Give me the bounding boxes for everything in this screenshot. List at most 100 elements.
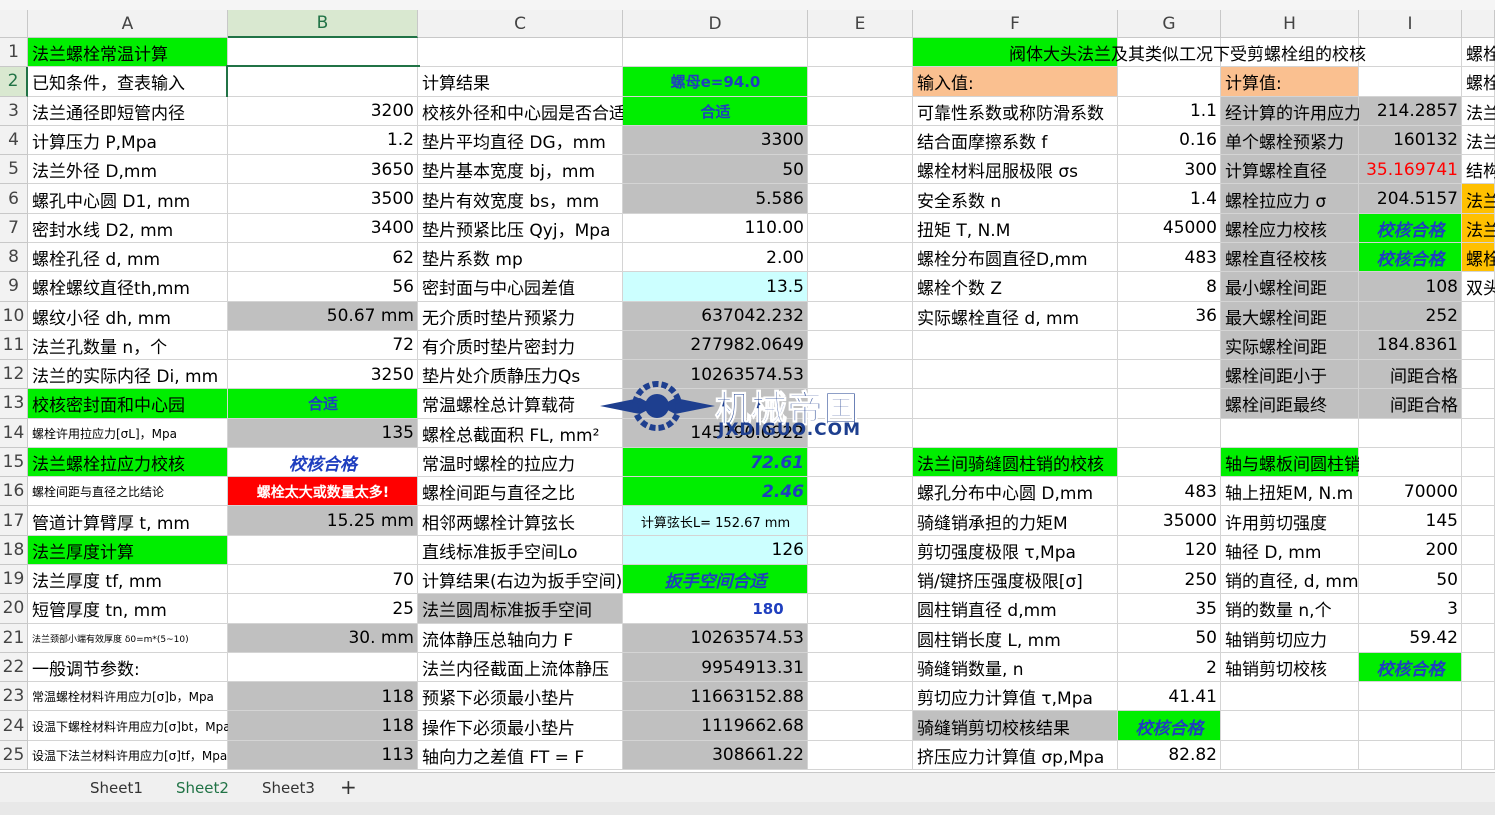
cell[interactable] [1359,330,1462,361]
cell[interactable] [1118,594,1221,624]
cell[interactable] [1462,623,1495,653]
cell[interactable] [418,535,623,566]
cell[interactable] [913,155,1118,185]
cell[interactable] [808,682,913,712]
cell[interactable] [1359,652,1462,683]
cell[interactable] [28,242,228,273]
cell[interactable] [913,301,1118,331]
cell[interactable] [418,330,623,361]
cell[interactable] [1221,38,1359,68]
cell[interactable] [418,623,623,653]
cell[interactable] [808,301,913,331]
cell[interactable] [1462,330,1495,361]
cell[interactable] [623,594,808,624]
cell[interactable] [1221,155,1359,185]
cell[interactable] [808,418,913,448]
cell[interactable] [1221,301,1359,331]
cell[interactable] [1118,565,1221,595]
cell[interactable] [808,38,913,68]
cell[interactable] [623,213,808,243]
cell[interactable] [28,652,228,683]
cell[interactable] [418,506,623,536]
cell[interactable] [808,740,913,770]
cell[interactable] [1221,330,1359,361]
cell[interactable] [623,477,808,507]
cell[interactable] [1359,155,1462,185]
cell[interactable] [1359,184,1462,214]
cell[interactable] [913,272,1118,302]
cell[interactable] [913,418,1118,448]
cell[interactable] [228,623,418,653]
cell[interactable] [808,565,913,595]
cell[interactable] [1118,242,1221,273]
cell[interactable] [1118,184,1221,214]
cell[interactable] [228,711,418,741]
cell[interactable] [1359,418,1462,448]
cell[interactable] [28,506,228,536]
cell[interactable] [1118,96,1221,126]
cell[interactable] [1359,301,1462,331]
cell[interactable] [1221,272,1359,302]
cell[interactable] [1359,360,1462,390]
cell[interactable] [1462,301,1495,331]
cell[interactable] [808,272,913,302]
cell[interactable] [228,682,418,712]
cell[interactable] [28,330,228,361]
cell[interactable] [1359,535,1462,566]
cell[interactable] [28,155,228,185]
cell[interactable] [623,67,808,97]
cell[interactable] [228,155,418,185]
cell[interactable] [1118,535,1221,566]
add-sheet-button[interactable]: + [340,775,357,799]
cell[interactable] [913,38,1118,68]
cell[interactable] [623,740,808,770]
cell[interactable] [28,711,228,741]
cell[interactable] [808,67,913,97]
cell[interactable] [28,565,228,595]
cell[interactable] [1359,447,1462,478]
cell[interactable] [228,535,418,566]
cell[interactable] [808,711,913,741]
cell[interactable] [28,360,228,390]
cell[interactable] [808,184,913,214]
cell[interactable] [228,301,418,331]
cell[interactable] [228,418,418,448]
cell[interactable] [913,447,1118,478]
cell[interactable] [623,242,808,273]
cell[interactable] [228,740,418,770]
cell[interactable] [1118,389,1221,419]
cell[interactable] [418,38,623,68]
cell[interactable] [1118,125,1221,156]
cell[interactable] [1359,506,1462,536]
cell[interactable] [913,125,1118,156]
cell[interactable] [808,389,913,419]
cell[interactable] [913,652,1118,683]
cell[interactable] [28,67,228,97]
cell[interactable] [808,125,913,156]
cell[interactable] [1221,184,1359,214]
cell[interactable] [1118,330,1221,361]
cell[interactable] [913,565,1118,595]
cell[interactable] [808,623,913,653]
cell[interactable] [1221,623,1359,653]
cell[interactable] [623,125,808,156]
cell[interactable] [1359,96,1462,126]
cell[interactable] [228,360,418,390]
cell[interactable] [1462,594,1495,624]
cell[interactable] [28,418,228,448]
cell[interactable] [623,535,808,566]
cell[interactable] [1462,565,1495,595]
cell[interactable] [228,447,418,478]
cell[interactable] [623,652,808,683]
cell[interactable] [228,594,418,624]
cell[interactable] [1118,711,1221,741]
cell[interactable] [1118,418,1221,448]
cell[interactable] [913,594,1118,624]
cell[interactable] [28,184,228,214]
cell[interactable] [418,184,623,214]
cell[interactable] [808,330,913,361]
cell[interactable] [1118,301,1221,331]
cell[interactable] [228,242,418,273]
cell[interactable] [808,155,913,185]
cell[interactable] [1221,96,1359,126]
